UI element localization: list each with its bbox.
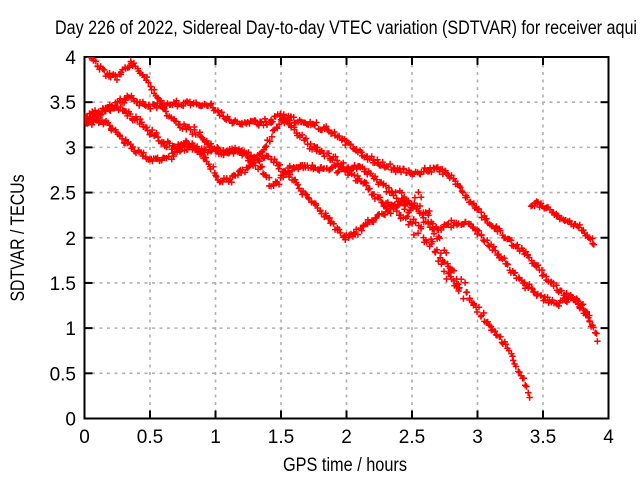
data-series	[84, 57, 601, 401]
scatter-trace-3	[84, 115, 596, 329]
x-tick-label: 3.5	[530, 427, 556, 448]
y-axis-label: SDTVAR / TECUs	[8, 175, 29, 302]
y-tick-label: 0.5	[50, 364, 76, 385]
y-tick-label: 3.5	[50, 93, 76, 114]
chart-title: Day 226 of 2022, Sidereal Day-to-day VTE…	[55, 18, 637, 39]
y-tick-label: 2	[65, 229, 76, 250]
x-tick-label: 0	[79, 427, 90, 448]
y-axis-tick-labels: 0 0.5 1 1.5 2 2.5 3 3.5 4	[50, 48, 77, 431]
x-tick-label: 2	[341, 427, 352, 448]
x-tick-label: 1.5	[268, 427, 294, 448]
y-tick-label: 1	[65, 319, 76, 340]
y-tick-label: 0	[65, 410, 76, 431]
y-tick-label: 2.5	[50, 184, 76, 205]
y-tick-label: 3	[65, 138, 76, 159]
x-tick-label: 4	[603, 427, 614, 448]
x-axis-label: GPS time / hours	[283, 455, 407, 476]
plot-frame	[83, 56, 610, 420]
x-axis-tick-labels: 0 0.5 1 1.5 2 2.5 3 3.5 4	[79, 427, 614, 448]
scatter-trace-2	[84, 92, 601, 345]
x-tick-label: 1	[210, 427, 221, 448]
scatter-trace-5	[527, 198, 597, 248]
y-tick-label: 1.5	[50, 274, 76, 295]
scatter-trace-4	[84, 103, 462, 292]
x-tick-label: 0.5	[137, 427, 163, 448]
x-tick-label: 2.5	[399, 427, 425, 448]
x-tick-label: 3	[472, 427, 483, 448]
y-tick-label: 4	[65, 48, 76, 69]
